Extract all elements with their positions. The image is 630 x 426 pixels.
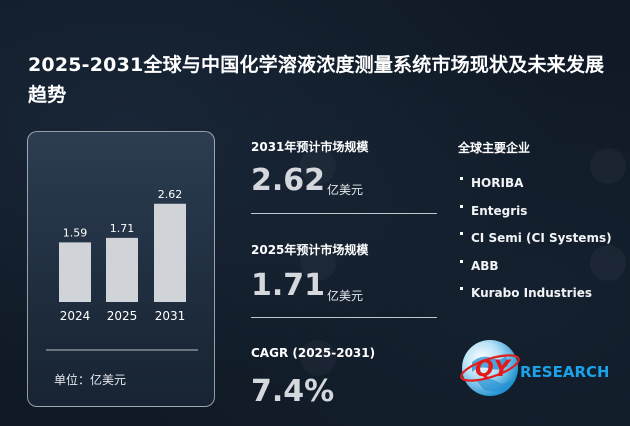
companies-title: 全球主要企业: [458, 141, 531, 155]
stat-2031-value: 2.62: [251, 163, 326, 198]
company-item: HORIBA: [460, 170, 612, 198]
bar-value-label: 2.62: [158, 188, 183, 201]
stat-divider: [251, 317, 437, 318]
x-tick-label: 2024: [60, 309, 91, 323]
page-title: 2025-2031全球与中国化学溶液浓度测量系统市场现状及未来发展趋势: [28, 54, 605, 106]
stat-2031-unit: 亿美元: [327, 183, 364, 197]
bar-2024: [59, 242, 91, 302]
company-item: Kurabo Industries: [460, 280, 612, 308]
bullet-icon: [460, 177, 463, 180]
bullet-icon: [460, 259, 463, 263]
stat-2025-label: 2025年预计市场规模: [251, 243, 369, 257]
company-name: CI Semi (CI Systems): [471, 231, 612, 245]
company-name: ABB: [471, 258, 499, 273]
stat-2025-value: 1.71: [251, 268, 326, 303]
stat-2031-label: 2031年预计市场规模: [251, 140, 369, 154]
stat-cagr-label: CAGR (2025-2031): [251, 346, 376, 360]
x-tick-label: 2025: [107, 309, 138, 323]
company-name: HORIBA: [471, 176, 524, 190]
x-tick-label: 2031: [155, 309, 186, 323]
company-name: Kurabo Industries: [471, 286, 592, 300]
company-name: Entegris: [471, 203, 528, 218]
qyresearch-logo: QY RESEARCH: [460, 340, 608, 396]
stat-divider: [251, 213, 437, 214]
bar-2031: [154, 203, 186, 302]
company-item: Entegris: [460, 198, 612, 226]
bar-chart-card: 1.59 2024 1.71 2025 2.62 2031 单位：亿美元: [27, 131, 215, 407]
bullet-icon: [460, 287, 463, 290]
logo-research: RESEARCH: [520, 363, 608, 381]
bullet-icon: [460, 232, 463, 235]
stat-cagr-value: 7.4%: [251, 374, 335, 409]
bar-2025: [106, 237, 138, 302]
bar-chart: 1.59 2024 1.71 2025 2.62 2031: [46, 188, 198, 351]
company-item: ABB: [460, 253, 612, 281]
stat-2025-unit: 亿美元: [327, 289, 364, 303]
chart-unit-label: 单位：亿美元: [54, 373, 127, 387]
company-list: HORIBA Entegris CI Semi (CI Systems) ABB…: [460, 170, 612, 308]
bar-value-label: 1.59: [63, 226, 88, 239]
logo-q: QY: [475, 357, 512, 382]
bullet-icon: [460, 204, 463, 208]
company-item: CI Semi (CI Systems): [460, 225, 612, 253]
bar-value-label: 1.71: [110, 222, 135, 235]
